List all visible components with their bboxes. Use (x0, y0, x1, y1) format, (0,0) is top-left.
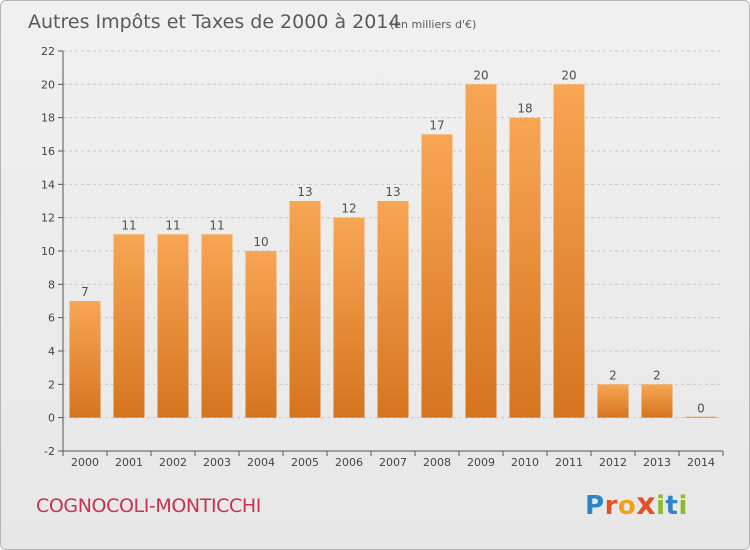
proxiti-logo: Proxiti (585, 487, 688, 522)
x-tick-label-2001: 2001 (115, 456, 143, 469)
x-tick-label-2009: 2009 (467, 456, 495, 469)
bar-2004 (245, 251, 277, 418)
x-tick-label-2011: 2011 (555, 456, 583, 469)
data-label-2014: 0 (697, 402, 705, 416)
data-label-2005: 13 (297, 185, 312, 199)
place-name: COGNOCOLI-MONTICCHI (36, 495, 261, 517)
x-tick-label-2014: 2014 (687, 456, 715, 469)
data-label-2002: 11 (165, 218, 180, 232)
x-tick-label-2006: 2006 (335, 456, 363, 469)
data-label-2000: 7 (81, 285, 89, 299)
y-tick-label: 14 (41, 178, 55, 191)
data-label-2004: 10 (253, 235, 268, 249)
data-label-2008: 17 (429, 118, 444, 132)
x-tick-label-2008: 2008 (423, 456, 451, 469)
logo-letter: t (665, 491, 679, 521)
bar-2005 (289, 201, 321, 418)
bar-2003 (201, 234, 233, 418)
y-tick-label: 8 (48, 278, 55, 291)
bar-2007 (377, 201, 409, 418)
y-tick-label: 18 (41, 112, 55, 125)
bar-2012 (597, 384, 629, 418)
data-label-2007: 13 (385, 185, 400, 199)
bar-2010 (509, 117, 541, 418)
logo-letter: x (636, 487, 657, 522)
logo-letter: o (617, 491, 637, 521)
x-tick-label-2012: 2012 (599, 456, 627, 469)
logo-letter: r (604, 491, 618, 521)
x-tick-label-2007: 2007 (379, 456, 407, 469)
x-tick-label-2002: 2002 (159, 456, 187, 469)
data-label-2010: 18 (517, 102, 532, 116)
logo-letter: i (678, 491, 688, 521)
y-tick-label: 12 (41, 212, 55, 225)
bar-2000 (69, 301, 101, 418)
bar-2009 (465, 84, 497, 418)
x-tick-label-2004: 2004 (247, 456, 275, 469)
chart-subtitle: (en milliers d'€) (390, 18, 476, 31)
x-tick-label-2005: 2005 (291, 456, 319, 469)
bar-2011 (553, 84, 585, 418)
y-tick-label: 6 (48, 312, 55, 325)
bar-2001 (113, 234, 145, 418)
bar-2002 (157, 234, 189, 418)
y-tick-label: 4 (48, 345, 55, 358)
y-tick-label: 16 (41, 145, 55, 158)
data-label-2012: 2 (609, 368, 617, 382)
bars (69, 84, 717, 418)
data-label-2003: 11 (209, 218, 224, 232)
bar-2014 (685, 416, 717, 418)
y-tick-label: 2 (48, 378, 55, 391)
y-tick-label: -2 (44, 445, 55, 458)
x-tick-label-2003: 2003 (203, 456, 231, 469)
data-label-2011: 20 (561, 68, 576, 82)
bar-2006 (333, 217, 365, 418)
data-label-2001: 11 (121, 218, 136, 232)
data-label-2013: 2 (653, 368, 661, 382)
y-tick-label: 20 (41, 78, 55, 91)
x-tick-label-2000: 2000 (71, 456, 99, 469)
bar-2013 (641, 384, 673, 418)
y-tick-label: 0 (48, 412, 55, 425)
logo-letter: P (585, 491, 605, 521)
data-label-2006: 12 (341, 202, 356, 216)
bar-2008 (421, 134, 453, 418)
chart-title: Autres Impôts et Taxes de 2000 à 2014 (28, 11, 401, 33)
x-tick-label-2010: 2010 (511, 456, 539, 469)
x-tick-label-2013: 2013 (643, 456, 671, 469)
logo-letter: i (656, 491, 666, 521)
data-label-2009: 20 (473, 68, 488, 82)
y-tick-label: 10 (41, 245, 55, 258)
y-tick-label: 22 (41, 45, 55, 58)
